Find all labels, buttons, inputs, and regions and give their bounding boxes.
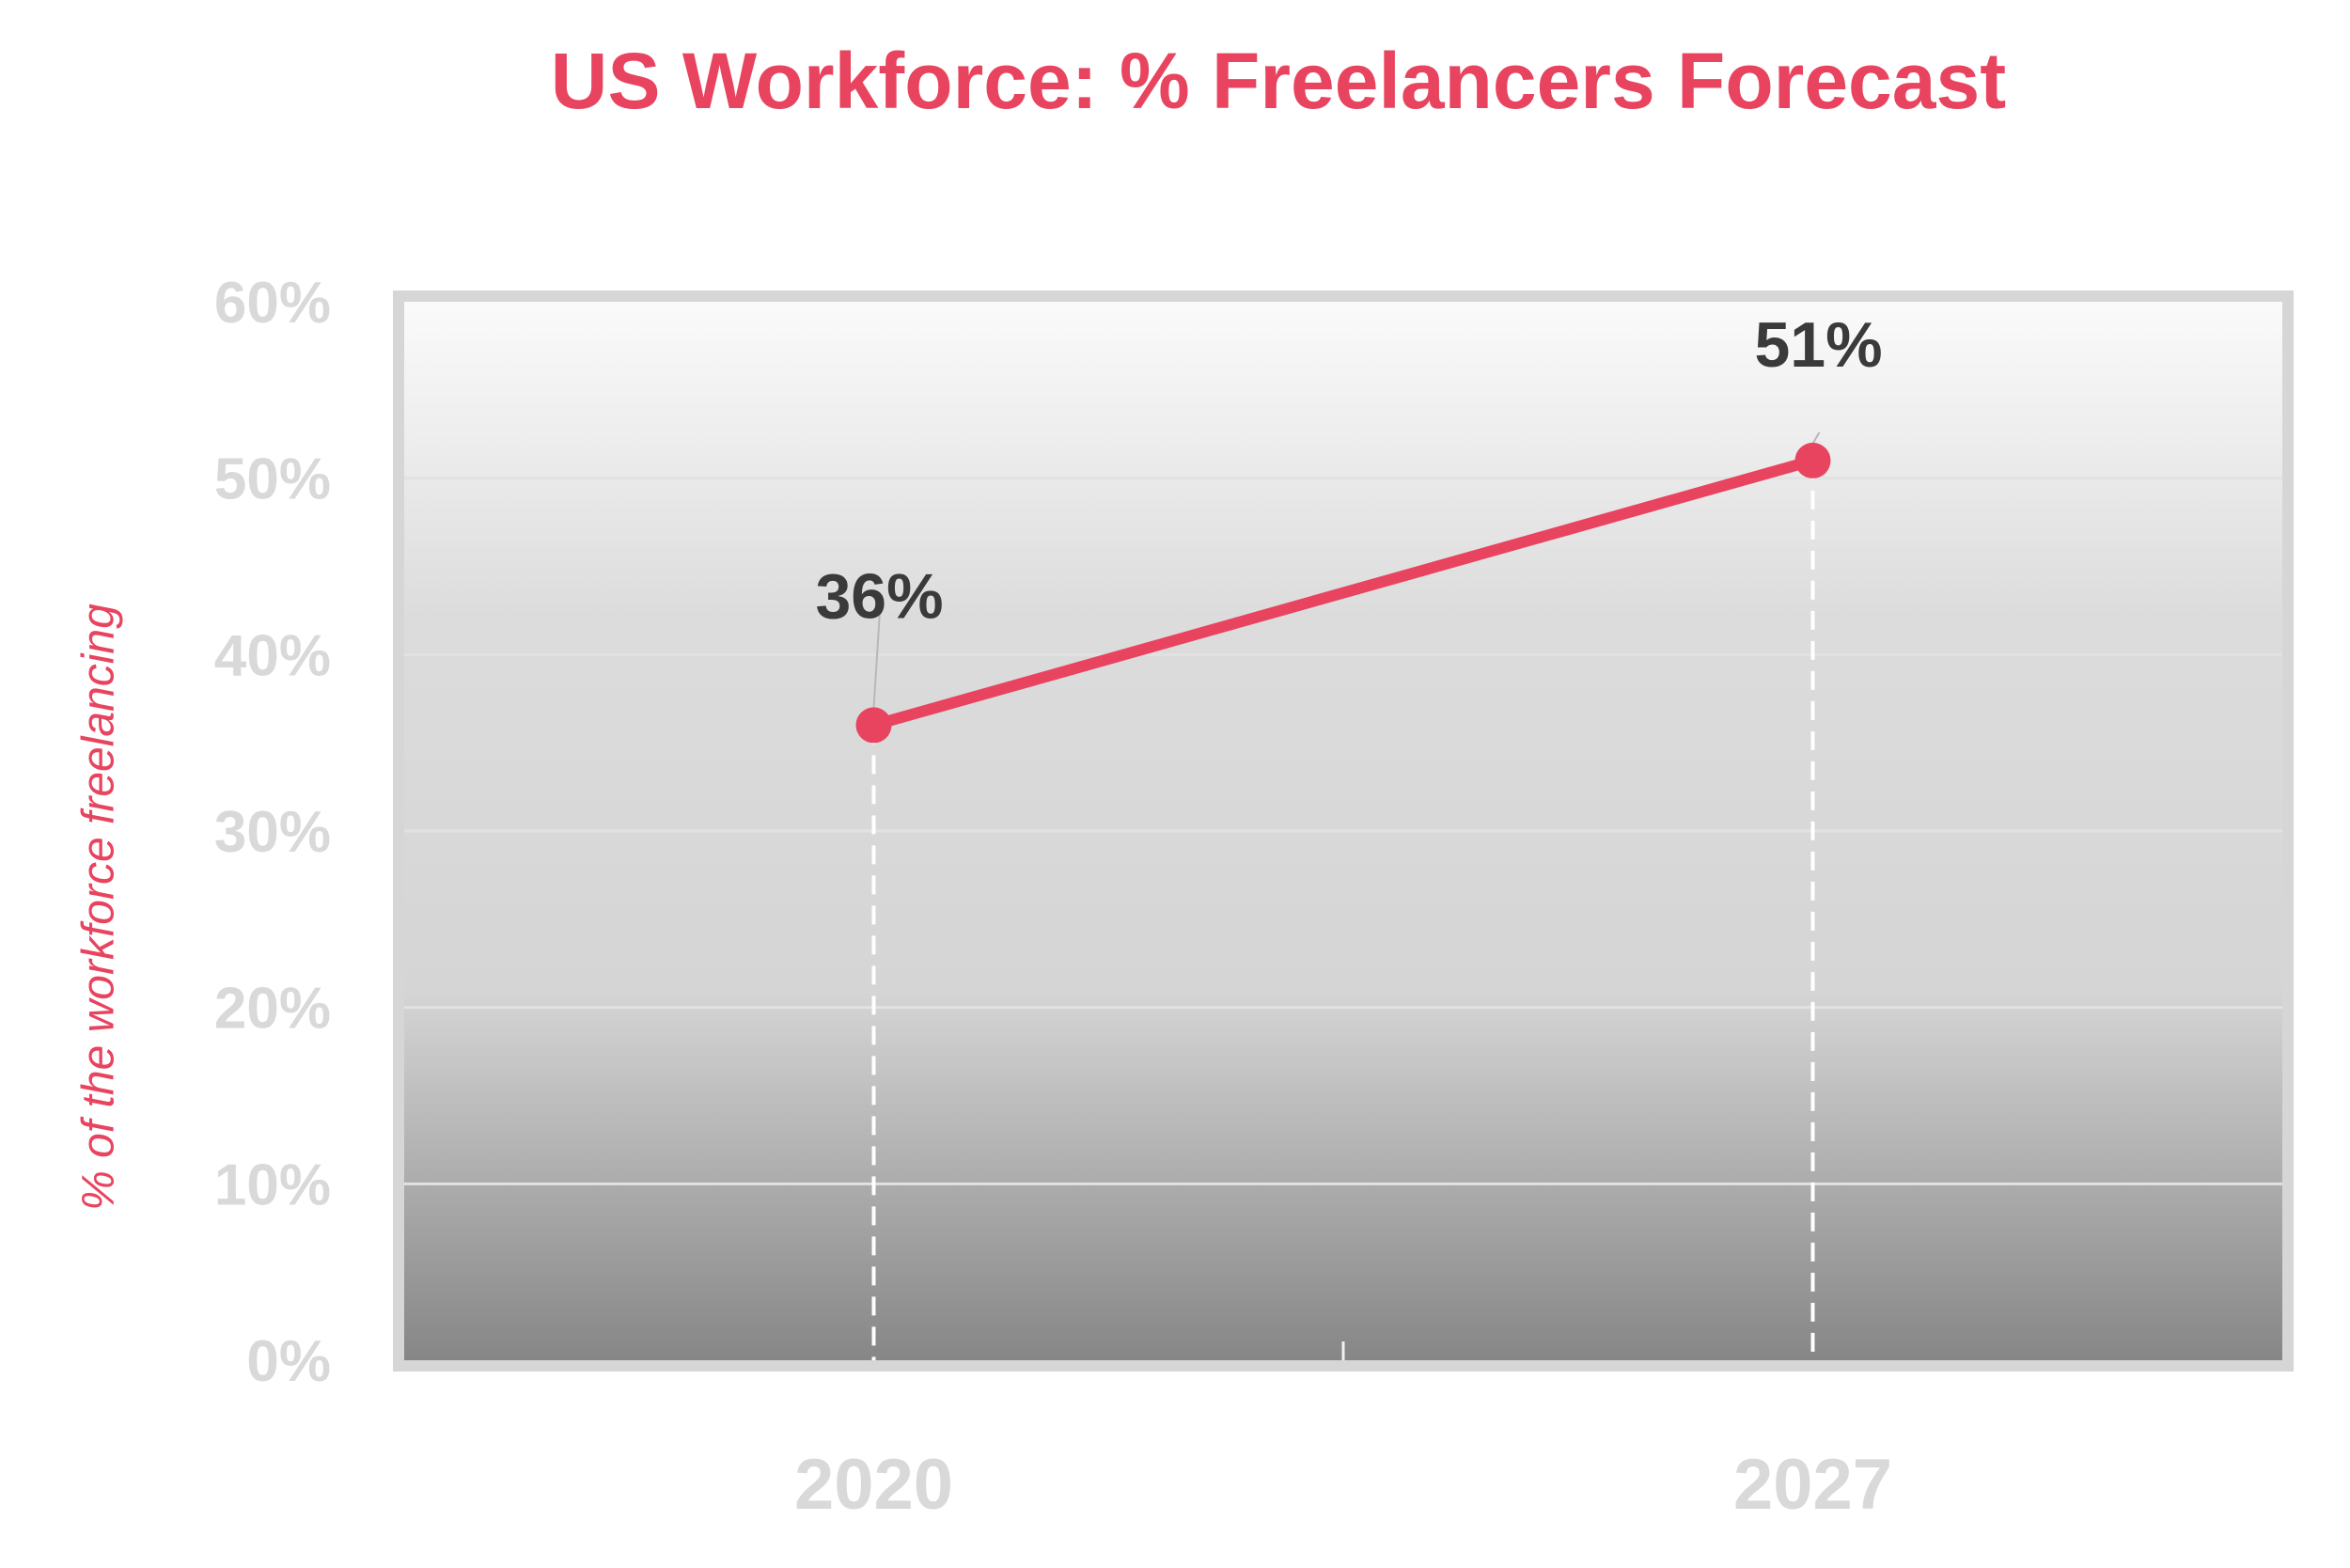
data-point [1794, 442, 1831, 478]
leader-line [872, 603, 882, 709]
y-tick-label: 0% [246, 1329, 331, 1394]
y-tick-label: 10% [214, 1152, 331, 1217]
y-tick-label: 50% [214, 447, 331, 512]
drop-lines [871, 460, 1815, 1360]
y-tick-label: 60% [214, 271, 331, 336]
data-label: 36% [815, 560, 943, 632]
data-point [855, 707, 892, 744]
x-axis-ticks: 2020 2027 [794, 1445, 1892, 1525]
series-freelancers [868, 454, 1819, 731]
y-axis-ticks: 0% 10% 20% 30% 40% 50% 60% [214, 271, 331, 1394]
leader-line [1811, 431, 1821, 445]
series-line [868, 454, 1819, 731]
y-tick-label: 30% [214, 800, 331, 865]
data-labels: 36% 51% [815, 309, 1882, 633]
data-points [855, 442, 1831, 744]
x-tick-label: 2020 [794, 1445, 953, 1525]
data-label: 51% [1754, 309, 1882, 381]
x-tick-label: 2027 [1733, 1445, 1892, 1525]
label-leader-lines [872, 431, 1821, 709]
y-tick-label: 20% [214, 977, 331, 1042]
gridlines [404, 477, 2282, 1360]
chart-title: US Workforce: % Freelancers Forecast [550, 37, 2007, 125]
y-tick-label: 40% [214, 623, 331, 688]
